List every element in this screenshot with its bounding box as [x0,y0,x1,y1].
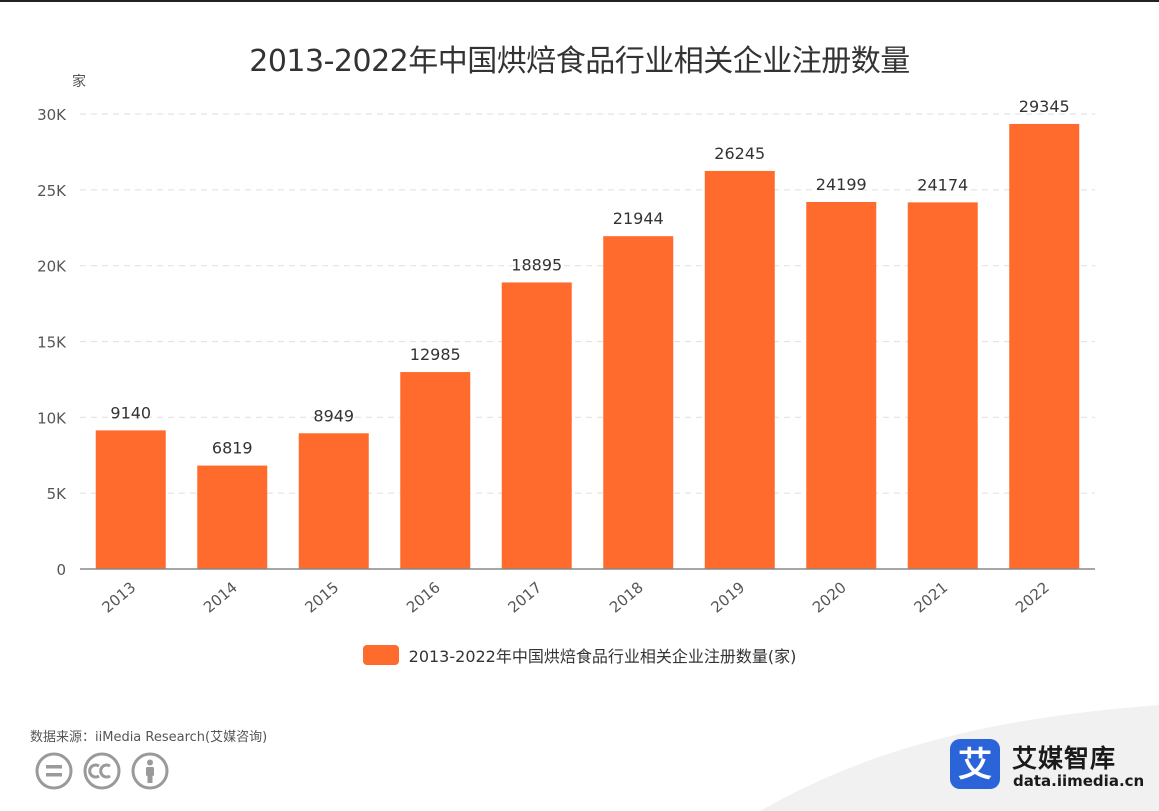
y-tick-label: 0 [56,561,66,579]
bar-2021[interactable] [907,202,978,569]
bar-2019[interactable] [704,170,775,569]
license-icons [34,751,170,791]
x-tick-label-2017: 2017 [504,578,545,616]
data-label-2022: 29345 [1019,97,1070,116]
data-label-2013: 9140 [110,403,151,422]
chart-title: 2013-2022年中国烘焙食品行业相关企业注册数量 [249,44,910,79]
data-source: 数据来源：iiMedia Research(艾媒咨询) [30,730,268,745]
y-tick-label: 30K [37,106,67,124]
x-tick-label-2018: 2018 [606,578,647,616]
x-tick-labels: 2013 2014 2015 2016 2017 2018 2019 2020 2021 2022 [98,578,1052,616]
top-border [0,0,1159,2]
x-tick-label-2015: 2015 [301,578,342,616]
attribution-icon [131,752,169,790]
y-tick-label: 25K [37,182,67,200]
bar-2022[interactable] [1009,123,1080,569]
x-tick-label-2014: 2014 [200,578,241,616]
data-label-2019: 26245 [714,144,765,163]
data-label-2017: 18895 [511,255,562,274]
bar-2017[interactable] [501,282,572,569]
data-label-2021: 24174 [917,175,968,194]
cc-icon [83,752,121,790]
legend[interactable]: 2013-2022年中国烘焙食品行业相关企业注册数量(家) [0,643,1159,667]
x-tick-label-2019: 2019 [707,578,748,616]
bar-2018[interactable] [603,236,674,569]
bars [95,123,1080,570]
bar-chart: 0 5K 10K 15K 20K 25K 30K 9140 6819 8949 12985 1889… [37,97,1095,617]
y-tick-label: 5K [47,485,68,503]
y-tick-labels: 0 5K 10K 15K 20K 25K 30K [37,106,67,579]
x-tick-label-2022: 2022 [1012,578,1053,616]
x-tick-label-2016: 2016 [403,578,444,616]
bar-2020[interactable] [806,201,877,570]
brand-name: 艾媒智库 [1012,744,1117,773]
bar-2015[interactable] [298,433,369,569]
legend-swatch [362,645,399,665]
brand-logo: 艾 [950,739,1000,789]
legend-label: 2013-2022年中国烘焙食品行业相关企业注册数量(家) [408,647,797,666]
y-tick-label: 15K [37,334,67,352]
data-label-2016: 12985 [410,345,461,364]
x-tick-label-2020: 2020 [809,578,850,616]
bar-2013[interactable] [95,430,166,569]
x-tick-label-2013: 2013 [98,578,139,616]
brand-url: data.iimedia.cn [1013,772,1145,790]
bar-2014[interactable] [197,465,268,569]
equal-icon [35,752,73,790]
brand-logo-glyph: 艾 [958,745,992,785]
bar-2016[interactable] [400,372,471,569]
data-label-2014: 6819 [212,439,253,458]
y-axis-unit: 家 [72,74,86,90]
y-tick-label: 20K [37,258,67,276]
data-labels: 9140 6819 8949 12985 18895 21944 26245 24199 241… [110,97,1069,458]
data-label-2015: 8949 [313,406,354,425]
x-tick-label-2021: 2021 [910,578,951,616]
data-label-2018: 21944 [613,209,664,228]
data-label-2020: 24199 [816,175,867,194]
svg-text:艾: 艾 [958,745,992,785]
y-tick-label: 10K [37,409,67,427]
